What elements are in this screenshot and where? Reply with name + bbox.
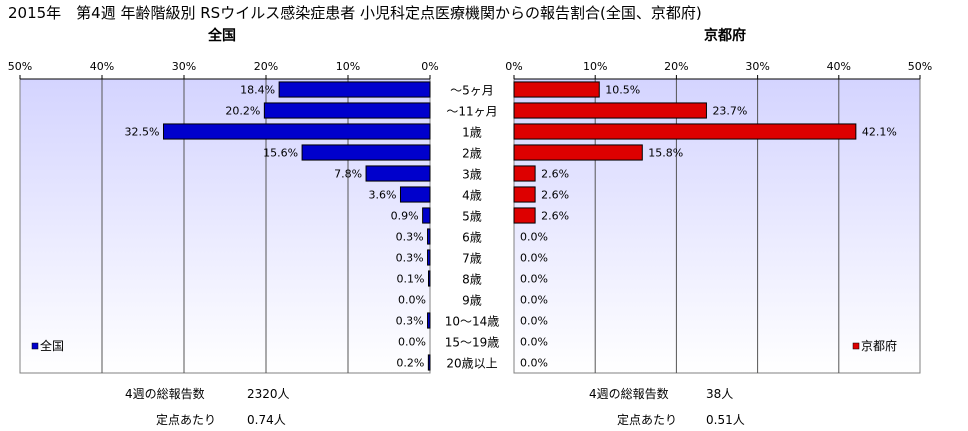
national-bar	[301, 144, 431, 161]
category-label: 8歳	[462, 273, 482, 287]
national-per-site-value: 0.74人	[247, 413, 286, 427]
national-data-label: 0.1%	[397, 273, 425, 286]
category-label: ～11ヶ月	[446, 105, 497, 119]
kyoto-bar	[513, 186, 536, 203]
national-data-label: 15.6%	[263, 147, 298, 160]
kyoto-tick-label: 30%	[745, 60, 769, 73]
national-total-value: 2320人	[247, 387, 290, 401]
national-bar	[278, 81, 431, 98]
national-tick-label: 0%	[421, 60, 438, 73]
kyoto-bar	[513, 123, 857, 140]
national-per-site-label: 定点あたり	[156, 413, 217, 427]
national-tick-label: 30%	[172, 60, 196, 73]
national-bar	[427, 249, 431, 266]
national-plot-area	[19, 78, 431, 374]
national-bar	[427, 228, 431, 245]
national-bar	[399, 186, 431, 203]
kyoto-bar	[513, 102, 707, 119]
kyoto-data-label: 0.0%	[520, 231, 548, 244]
national-data-label: 0.9%	[391, 210, 419, 223]
category-label: 15～19歳	[445, 336, 500, 350]
national-tick-label: 10%	[336, 60, 360, 73]
national-data-label: 20.2%	[225, 105, 260, 118]
national-data-label: 3.6%	[369, 189, 397, 202]
national-data-label: 0.0%	[398, 294, 426, 307]
category-label: 2歳	[462, 147, 482, 161]
category-label: 10～14歳	[445, 315, 500, 329]
kyoto-data-label: 0.0%	[520, 252, 548, 265]
national-bar	[163, 123, 431, 140]
kyoto-bar	[513, 144, 643, 161]
national-total-label: 4週の総報告数	[125, 387, 205, 401]
kyoto-data-label: 0.0%	[520, 294, 548, 307]
kyoto-data-label: 2.6%	[541, 168, 569, 181]
national-panel: 50% 40% 30% 20% 10% 0% 18.4% 20.2% 32.5% 15.6% 7.8…	[8, 60, 439, 374]
kyoto-panel-title: 京都府	[704, 27, 746, 44]
national-data-label: 18.4%	[240, 84, 275, 97]
kyoto-data-label: 15.8%	[648, 147, 683, 160]
kyoto-tick-label: 50%	[908, 60, 932, 73]
category-label: 7歳	[462, 252, 482, 266]
national-data-label: 0.0%	[398, 336, 426, 349]
category-label: 9歳	[462, 294, 482, 308]
kyoto-data-label: 2.6%	[541, 210, 569, 223]
national-panel-title: 全国	[207, 27, 236, 44]
category-label: 5歳	[462, 210, 482, 224]
kyoto-legend-label: 京都府	[861, 338, 897, 353]
kyoto-data-label: 10.5%	[605, 84, 640, 97]
kyoto-total-value: 38人	[706, 387, 734, 401]
chart-title: 2015年 第4週 年齢階級別 RSウイルス感染症患者 小児科定点医療機関からの…	[8, 4, 702, 22]
category-label: 6歳	[462, 231, 482, 245]
kyoto-data-label: 0.0%	[520, 273, 548, 286]
kyoto-data-label: 2.6%	[541, 189, 569, 202]
national-data-label: 0.3%	[396, 231, 424, 244]
kyoto-bar	[513, 81, 600, 98]
kyoto-data-label: 42.1%	[862, 126, 897, 139]
category-label: 20歳以上	[446, 357, 497, 371]
national-legend-swatch	[31, 342, 39, 350]
kyoto-plot-area	[513, 78, 921, 374]
national-tick-label: 50%	[8, 60, 32, 73]
national-bar	[427, 312, 431, 329]
kyoto-total-label: 4週の総報告数	[589, 387, 669, 401]
national-data-label: 0.3%	[396, 315, 424, 328]
national-data-label: 0.2%	[396, 357, 424, 370]
kyoto-per-site-value: 0.51人	[706, 413, 745, 427]
national-data-label: 7.8%	[334, 168, 362, 181]
national-tick-label: 20%	[254, 60, 278, 73]
category-label: 3歳	[462, 168, 482, 182]
kyoto-data-label: 0.0%	[520, 315, 548, 328]
kyoto-per-site-label: 定点あたり	[617, 413, 678, 427]
category-label: ～5ヶ月	[450, 84, 494, 98]
national-bar	[428, 270, 431, 287]
national-bar	[422, 207, 431, 224]
kyoto-tick-label: 10%	[583, 60, 607, 73]
kyoto-data-label: 0.0%	[520, 336, 548, 349]
kyoto-bar	[513, 207, 536, 224]
kyoto-tick-label: 40%	[827, 60, 851, 73]
kyoto-panel: 0% 10% 20% 30% 40% 50% 10.5% 23.7% 42.1% 15.8% 2.6…	[505, 60, 932, 374]
kyoto-bar	[513, 165, 536, 182]
national-bar	[427, 354, 431, 371]
kyoto-data-label: 0.0%	[520, 357, 548, 370]
kyoto-tick-label: 20%	[664, 60, 688, 73]
category-label: 4歳	[462, 189, 482, 203]
category-label: 1歳	[462, 126, 482, 140]
kyoto-legend-swatch	[852, 342, 860, 350]
kyoto-data-label: 23.7%	[712, 105, 747, 118]
national-data-label: 0.3%	[396, 252, 424, 265]
national-data-label: 32.5%	[125, 126, 160, 139]
national-bar	[365, 165, 431, 182]
national-bar	[263, 102, 431, 119]
national-tick-label: 40%	[90, 60, 114, 73]
national-legend-label: 全国	[40, 338, 64, 353]
kyoto-tick-label: 0%	[505, 60, 522, 73]
